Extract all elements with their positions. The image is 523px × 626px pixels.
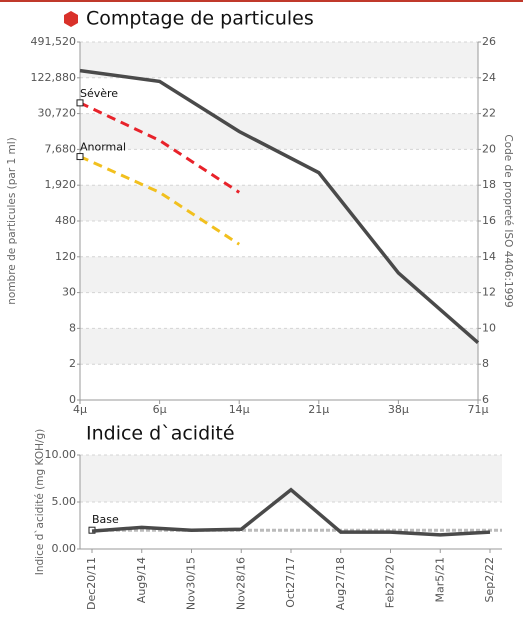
y-tick-label: 10.00 [45, 448, 77, 461]
x-tick-label: 14μ [229, 403, 250, 416]
y-tick-label: 30 [62, 286, 76, 299]
x-tick-label: Aug9/14 [135, 557, 148, 603]
series-marker [76, 153, 84, 161]
y2-tick-label: 16 [482, 214, 496, 227]
x-tick-label: Sep2/22 [483, 557, 496, 602]
series-label: Sévère [80, 87, 118, 100]
grid-band [80, 42, 478, 78]
chart-title: Indice d`acidité [86, 423, 235, 445]
y-tick-label: 8 [69, 321, 76, 334]
series-line [79, 68, 480, 345]
x-tick-label: 6μ [153, 403, 167, 416]
x-tick-label: 21μ [308, 403, 329, 416]
y-axis-label: nombre de particules (par 1 ml) [6, 137, 18, 305]
x-tick-label: Nov28/16 [234, 557, 247, 610]
y-tick-label: 7,680 [45, 142, 77, 155]
y-axis-label: Indice d`acidité (mg KOH/g) [34, 429, 46, 576]
x-tick-label: Mar5/21 [433, 557, 446, 602]
y2-tick-label: 14 [482, 250, 496, 263]
y2-tick-label: 22 [482, 107, 496, 120]
grid-band [80, 185, 478, 221]
y2-tick-label: 6 [482, 393, 489, 406]
y-tick-label: 122,880 [31, 71, 77, 84]
series-line [79, 155, 241, 246]
x-tick-label: Oct27/17 [284, 557, 297, 608]
y-tick-label: 2 [69, 357, 76, 370]
x-tick-label: 38μ [388, 403, 409, 416]
y-tick-label: 30,720 [38, 107, 77, 120]
y2-tick-label: 26 [482, 35, 496, 48]
series-line [79, 101, 241, 194]
y-tick-label: 1,920 [45, 178, 77, 191]
grid-band [80, 256, 478, 293]
x-tick-label: Dec20/11 [85, 557, 98, 610]
y2-tick-label: 10 [482, 321, 496, 334]
series-marker [76, 99, 84, 107]
y-tick-label: 0.00 [52, 542, 77, 555]
grid-band [80, 113, 478, 150]
x-tick-label: 4μ [73, 403, 87, 416]
annotation: Base [92, 513, 119, 526]
y-tick-label: 480 [55, 214, 76, 227]
y2-axis-label: Code de propreté ISO 4406:1999 [502, 134, 514, 307]
chart-title: Comptage de particules [86, 8, 314, 30]
x-tick-label: Nov30/15 [185, 557, 198, 610]
y2-tick-label: 24 [482, 71, 496, 84]
x-tick-label: Aug27/18 [334, 557, 347, 610]
x-tick-label: 71μ [468, 403, 489, 416]
y-tick-label: 0 [69, 393, 76, 406]
y-tick-label: 5.00 [52, 495, 77, 508]
series-label: Anormal [80, 141, 126, 154]
y2-tick-label: 12 [482, 286, 496, 299]
y2-tick-label: 8 [482, 357, 489, 370]
x-tick-label: Feb27/20 [384, 557, 397, 608]
y2-tick-label: 18 [482, 178, 496, 191]
y-tick-label: 120 [55, 250, 76, 263]
icon [64, 11, 78, 27]
grid-band [80, 328, 478, 365]
y-tick-label: 491,520 [31, 35, 77, 48]
y2-tick-label: 20 [482, 142, 496, 155]
grid-band [80, 455, 502, 502]
series-line [91, 487, 491, 537]
